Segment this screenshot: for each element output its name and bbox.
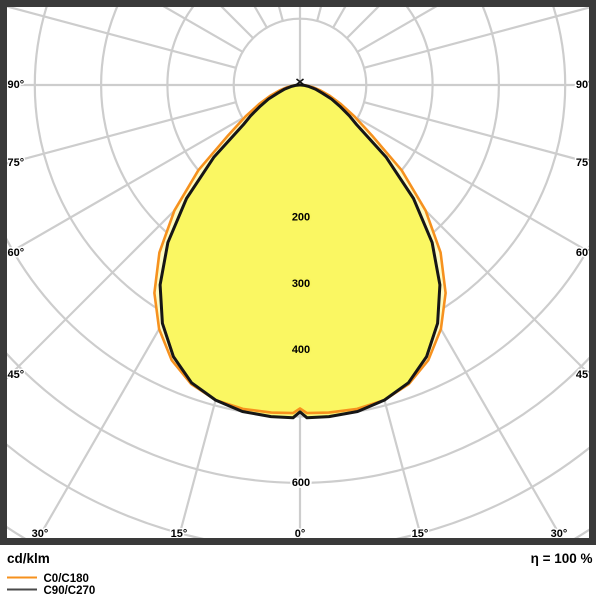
ring-label-300: 300 [292,278,310,290]
diagram-footer: cd/klm η = 100 % C0/C180 C90/C270 [7,551,593,597]
legend-label-c90-c270: C90/C270 [44,585,96,597]
legend-label-c0-c180: C0/C180 [44,573,89,585]
angle-label-left-90: 90° [8,79,25,91]
apex-cross-marker [296,78,304,86]
ring-value-labels: 200 300 400 600 [290,210,312,491]
fill-region-c90-c270 [160,85,440,418]
ring-label-400: 400 [292,344,310,356]
angle-label-left-45: 45° [8,369,25,381]
angle-label-left-75: 75° [8,157,25,169]
angle-labels-left: 90° 75° 60° 45° [6,78,26,383]
angle-label-bottom-15R: 15° [412,528,429,540]
ring-label-200: 200 [292,212,310,224]
angle-label-bottom-30L: 30° [32,528,49,540]
curve-c0-c180 [153,83,447,415]
angle-label-bottom-0: 0° [295,528,306,540]
curve-c90-c270 [158,83,442,420]
angle-labels-bottom: 30° 15° 0° 15° 30° [30,527,569,542]
intensity-distribution-curves [153,83,447,420]
units-label: cd/klm [7,551,50,566]
diagram-frame [0,0,596,545]
angle-label-bottom-15L: 15° [171,528,188,540]
ring-label-600: 600 [292,477,310,489]
angle-label-bottom-30R: 30° [551,528,568,540]
angle-label-left-60: 60° [8,247,25,259]
efficiency-label: η = 100 % [531,551,593,566]
